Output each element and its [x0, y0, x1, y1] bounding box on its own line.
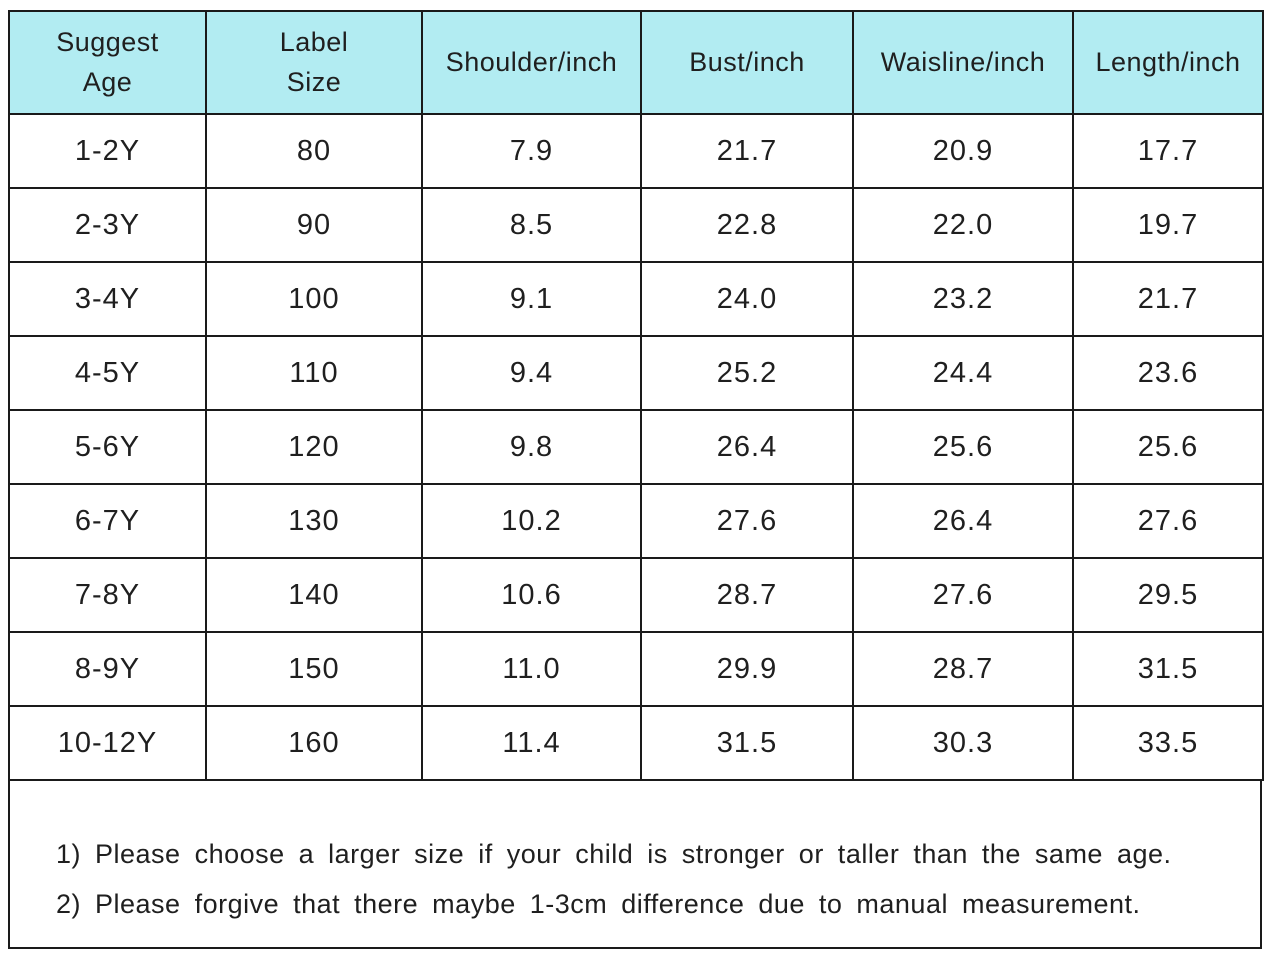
table-cell: 29.9 [640, 631, 854, 707]
table-cell: 28.7 [640, 557, 854, 633]
header-row: Suggest Age Label Size Shoulder/inch Bus… [8, 10, 1264, 115]
table-cell: 4-5Y [8, 335, 207, 411]
header-label: Label [279, 27, 349, 58]
table-cell: 1-2Y [8, 113, 207, 189]
table-cell: 120 [205, 409, 423, 485]
table-row: 6-7Y 130 10.2 27.6 26.4 27.6 [8, 483, 1264, 559]
note-line-1: 1) Please choose a larger size if your c… [56, 839, 1172, 869]
table-cell: 3-4Y [8, 261, 207, 337]
size-chart-container: Suggest Age Label Size Shoulder/inch Bus… [8, 10, 1264, 949]
header-label: Suggest [56, 27, 159, 58]
table-cell: 31.5 [1072, 631, 1264, 707]
table-cell: 17.7 [1072, 113, 1264, 189]
header-label: Waisline/inch [880, 46, 1046, 77]
table-cell: 19.7 [1072, 187, 1264, 263]
table-cell: 8.5 [421, 187, 642, 263]
table-cell: 100 [205, 261, 423, 337]
table-cell: 25.2 [640, 335, 854, 411]
table-cell: 9.8 [421, 409, 642, 485]
table-cell: 26.4 [852, 483, 1074, 559]
table-cell: 25.6 [1072, 409, 1264, 485]
table-cell: 150 [205, 631, 423, 707]
header-label: Size [286, 66, 342, 97]
table-cell: 29.5 [1072, 557, 1264, 633]
table-row: 10-12Y 160 11.4 31.5 30.3 33.5 [8, 705, 1264, 781]
table-row: 3-4Y 100 9.1 24.0 23.2 21.7 [8, 261, 1264, 337]
table-cell: 30.3 [852, 705, 1074, 781]
table-cell: 7-8Y [8, 557, 207, 633]
table-cell: 26.4 [640, 409, 854, 485]
table-cell: 160 [205, 705, 423, 781]
table-row: 5-6Y 120 9.8 26.4 25.6 25.6 [8, 409, 1264, 485]
header-label: Length/inch [1095, 46, 1241, 77]
table-row: 8-9Y 150 11.0 29.9 28.7 31.5 [8, 631, 1264, 707]
notes-box: 1) Please choose a larger size if your c… [8, 779, 1262, 949]
table-row: 7-8Y 140 10.6 28.7 27.6 29.5 [8, 557, 1264, 633]
table-cell: 21.7 [640, 113, 854, 189]
table-cell: 25.6 [852, 409, 1074, 485]
table-cell: 27.6 [852, 557, 1074, 633]
table-cell: 31.5 [640, 705, 854, 781]
table-cell: 27.6 [1072, 483, 1264, 559]
table-cell: 24.0 [640, 261, 854, 337]
table-cell: 28.7 [852, 631, 1074, 707]
table-cell: 10.6 [421, 557, 642, 633]
table-cell: 10-12Y [8, 705, 207, 781]
table-cell: 11.4 [421, 705, 642, 781]
header-label: Age [82, 66, 133, 97]
table-row: 1-2Y 80 7.9 21.7 20.9 17.7 [8, 113, 1264, 189]
table-cell: 110 [205, 335, 423, 411]
table-cell: 130 [205, 483, 423, 559]
table-cell: 9.1 [421, 261, 642, 337]
table-cell: 27.6 [640, 483, 854, 559]
table-header: Suggest Age Label Size Shoulder/inch Bus… [8, 10, 1264, 115]
note-line-2: 2) Please forgive that there maybe 1-3cm… [56, 889, 1141, 919]
table-cell: 140 [205, 557, 423, 633]
table-cell: 33.5 [1072, 705, 1264, 781]
table-cell: 24.4 [852, 335, 1074, 411]
table-cell: 90 [205, 187, 423, 263]
table-cell: 10.2 [421, 483, 642, 559]
table-cell: 22.8 [640, 187, 854, 263]
size-chart-table: Suggest Age Label Size Shoulder/inch Bus… [8, 10, 1264, 781]
table-cell: 9.4 [421, 335, 642, 411]
column-header-shoulder: Shoulder/inch [421, 10, 642, 115]
table-cell: 20.9 [852, 113, 1074, 189]
table-cell: 22.0 [852, 187, 1074, 263]
column-header-bust: Bust/inch [640, 10, 854, 115]
header-label: Shoulder/inch [445, 46, 618, 77]
table-cell: 5-6Y [8, 409, 207, 485]
table-cell: 6-7Y [8, 483, 207, 559]
table-body: 1-2Y 80 7.9 21.7 20.9 17.7 2-3Y 90 8.5 2… [8, 113, 1264, 781]
table-cell: 8-9Y [8, 631, 207, 707]
column-header-length: Length/inch [1072, 10, 1264, 115]
column-header-waisline: Waisline/inch [852, 10, 1074, 115]
table-cell: 2-3Y [8, 187, 207, 263]
table-row: 2-3Y 90 8.5 22.8 22.0 19.7 [8, 187, 1264, 263]
column-header-suggest-age: Suggest Age [8, 10, 207, 115]
table-cell: 23.2 [852, 261, 1074, 337]
table-cell: 11.0 [421, 631, 642, 707]
table-cell: 7.9 [421, 113, 642, 189]
table-cell: 23.6 [1072, 335, 1264, 411]
table-cell: 21.7 [1072, 261, 1264, 337]
header-label: Bust/inch [689, 46, 805, 77]
column-header-label-size: Label Size [205, 10, 423, 115]
table-cell: 80 [205, 113, 423, 189]
table-row: 4-5Y 110 9.4 25.2 24.4 23.6 [8, 335, 1264, 411]
